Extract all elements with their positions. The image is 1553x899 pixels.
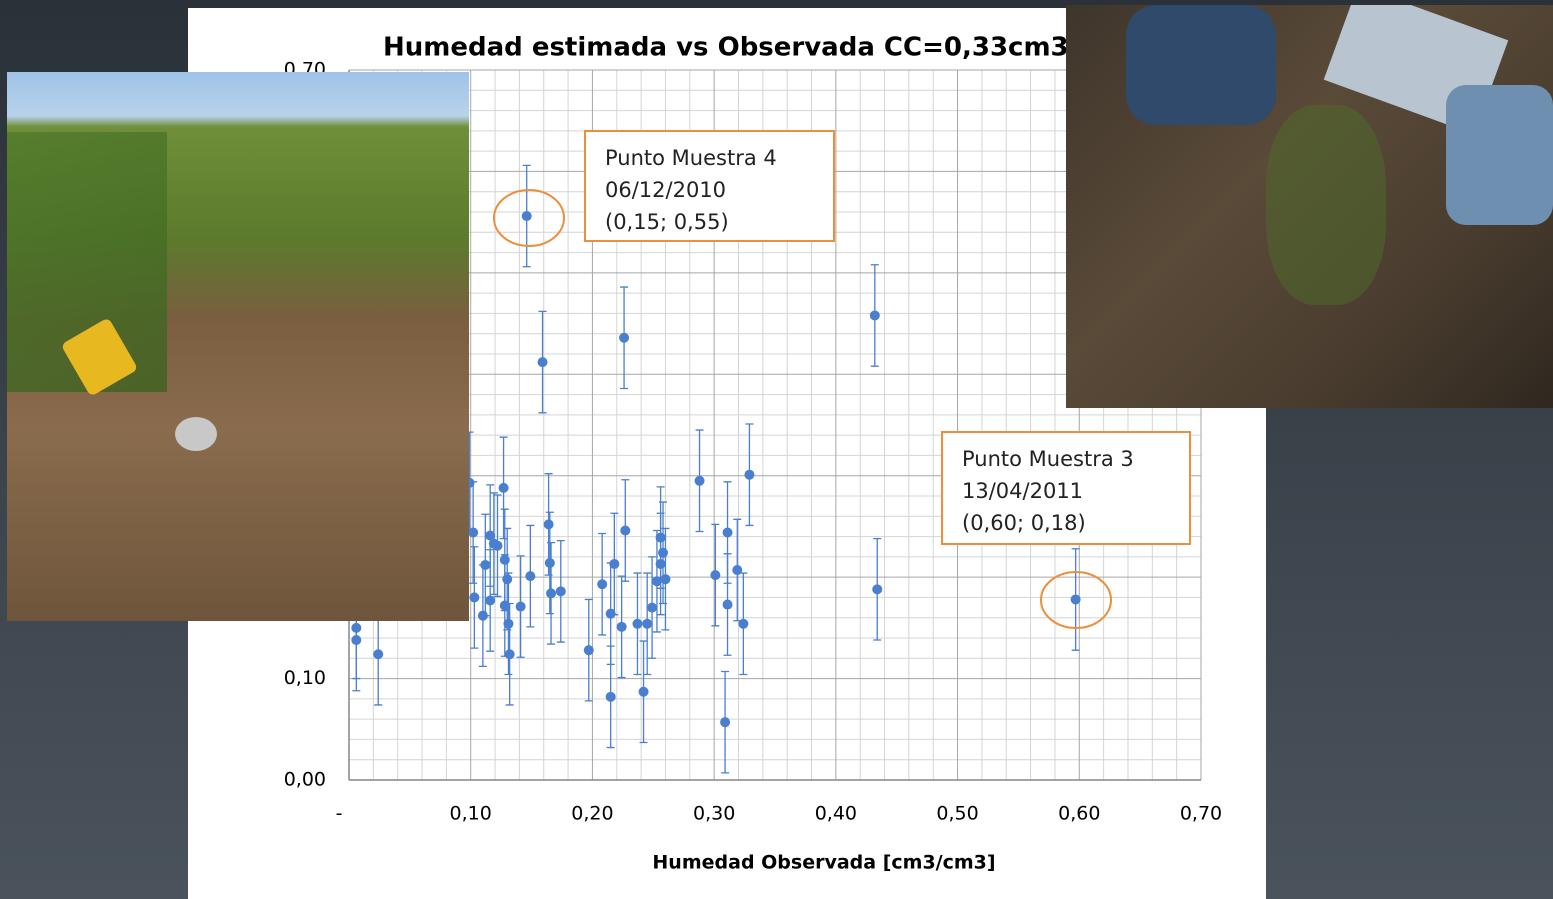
point [632,618,643,629]
point [521,211,532,222]
x-tick-label: 0,60 [1058,803,1100,825]
point [710,570,721,581]
point [515,601,526,612]
point [609,558,620,569]
x-axis-label: Humedad Observada [cm3/cm3] [652,852,995,874]
point [744,469,755,480]
point [605,691,616,702]
y-tick-label: 0,10 [284,667,326,689]
x-tick-label: - [336,803,343,825]
point [543,519,554,530]
y-tick-label: 0,00 [284,769,326,791]
point [616,621,627,632]
point [738,618,749,629]
point [544,557,555,568]
point [351,635,362,646]
point [1070,594,1081,605]
point [642,618,653,629]
annotation-box [584,130,835,242]
point [651,576,662,587]
annotation-text: 13/04/2011 [962,479,1083,503]
point [468,527,479,538]
x-tick-label: 0,50 [936,803,978,825]
point [620,525,631,536]
highlight-ellipse [1040,571,1112,629]
point [502,574,513,585]
point [583,645,594,656]
x-tick-label: 0,10 [450,803,492,825]
annotation-text: Punto Muestra 3 [962,447,1134,471]
weeds [1266,105,1386,305]
point [722,527,733,538]
point [660,574,671,585]
sampling-photo [1066,5,1553,408]
point [605,608,616,619]
point [694,475,705,486]
annotation-text: Punto Muestra 4 [605,146,777,170]
sampler [175,417,217,451]
point [485,530,496,541]
point [477,610,488,621]
point [647,602,658,613]
point [485,595,496,606]
x-tick-label: 0,40 [815,803,857,825]
point [555,586,566,597]
point [638,686,649,697]
chart-title: Humedad estimada vs Observada CC=0,33cm3… [383,33,1094,63]
highlight-ellipse [493,189,565,247]
point [658,547,669,558]
point [503,618,514,629]
point [655,558,666,569]
annotation-text: (0,60; 0,18) [962,511,1086,535]
annotation-box [941,431,1191,545]
point [469,592,480,603]
point [373,649,384,660]
point [722,599,733,610]
annotations: Punto Muestra 4 06/12/2010 (0,15; 0,55) Pun… [493,130,1191,629]
person-2 [1446,85,1553,225]
point [498,482,509,493]
annotation-text: (0,15; 0,55) [605,210,729,234]
point [720,717,731,728]
annotation-text: 06/12/2010 [605,178,726,202]
point [869,310,880,321]
point [537,357,548,368]
point [872,584,883,595]
point [525,571,536,582]
point [546,588,557,599]
point [492,540,503,551]
person-1 [1126,5,1276,125]
x-tick-label: 0,30 [693,803,735,825]
point [597,579,608,590]
x-tick-label: 0,20 [571,803,613,825]
field-photo [7,72,469,621]
point [619,332,630,343]
x-tick-label: 0,70 [1180,803,1222,825]
point [504,649,515,660]
